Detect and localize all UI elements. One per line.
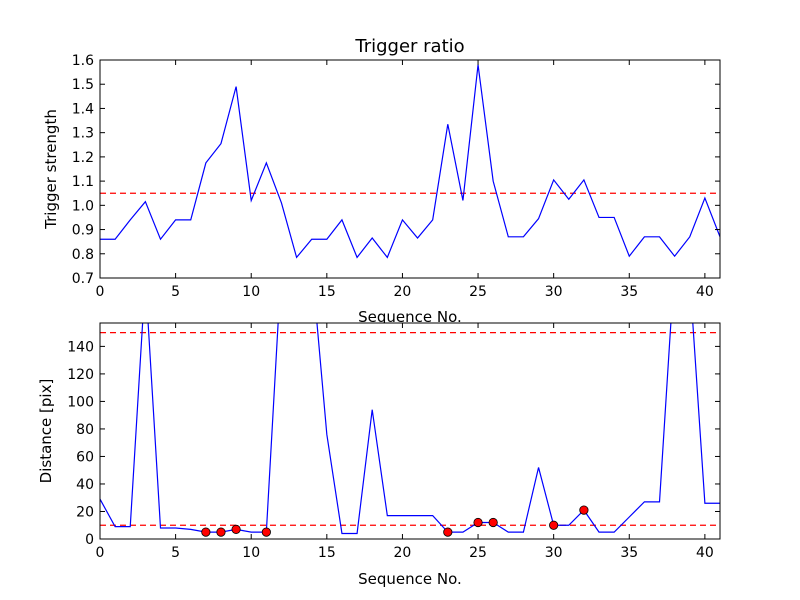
trigger-ratio-chart: 0 5 10 15 20 25 30 35 40 0.7 0.8 0.9 1.0 1.1 1.2 1.3 1.…	[42, 36, 721, 326]
marker-point	[201, 527, 211, 537]
y-tick-label: 1.6	[72, 53, 94, 69]
y-tick-label: 1.0	[72, 198, 94, 214]
y-tick-label: 0.8	[72, 247, 94, 263]
x-axis-label: Sequence No.	[358, 308, 462, 326]
y-tick-label: 1.3	[72, 126, 94, 142]
x-tick-label: 5	[171, 284, 180, 300]
chart-title: Trigger ratio	[354, 36, 464, 57]
x-tick-label: 15	[318, 284, 336, 300]
y-tick-label: 80	[76, 422, 94, 438]
x-tick-label: 0	[96, 545, 105, 561]
x-tick-label: 20	[394, 545, 412, 561]
y-tick-label: 140	[67, 339, 94, 355]
x-tick-label: 5	[171, 545, 180, 561]
y-tick-label: 120	[67, 367, 94, 383]
x-axis-label: Sequence No.	[358, 570, 462, 588]
marker-point	[443, 527, 453, 537]
y-axis-label: Distance [pix]	[37, 379, 55, 484]
x-tick-label: 35	[620, 545, 638, 561]
x-tick-label: 35	[620, 284, 638, 300]
marker-point	[488, 517, 498, 528]
y-tick-label: 1.2	[72, 150, 94, 166]
y-tick-label: 60	[76, 449, 94, 465]
y-tick-label: 1.4	[72, 101, 94, 117]
x-tick-label: 40	[696, 284, 714, 300]
y-tick-label: 40	[76, 477, 94, 493]
x-tick-label: 25	[469, 284, 487, 300]
marker-point	[473, 517, 483, 528]
plot-area	[100, 60, 720, 278]
x-tick-label: 15	[318, 545, 336, 561]
x-tick-label: 40	[696, 545, 714, 561]
x-tick-label: 30	[545, 545, 563, 561]
y-tick-label: 1.5	[72, 77, 94, 93]
y-tick-label: 20	[76, 504, 94, 520]
x-tick-label: 20	[394, 284, 412, 300]
plot-frame	[99, 59, 721, 279]
marker-point	[579, 505, 589, 515]
plot-frame	[99, 322, 721, 540]
y-tick-label: 100	[67, 394, 94, 410]
marker-point	[231, 524, 241, 534]
y-tick-label: 0.7	[72, 271, 94, 287]
x-tick-label: 30	[545, 284, 563, 300]
x-tick-label: 10	[242, 545, 260, 561]
y-tick-label: 0	[85, 532, 94, 548]
plot-area	[100, 323, 720, 539]
x-tick-label: 10	[242, 284, 260, 300]
x-tick-label: 25	[469, 545, 487, 561]
marker-point	[261, 527, 271, 537]
y-tick-label: 1.1	[72, 174, 94, 190]
x-tick-label: 0	[96, 284, 105, 300]
y-axis-label: Trigger strength	[42, 109, 60, 230]
y-tick-label: 0.9	[72, 223, 94, 239]
marker-point	[549, 520, 559, 530]
marker-point	[216, 527, 226, 537]
distance-chart: 0 5 10 15 20 25 30 35 40 0 20 40 60 80 100 120 140 Sequ…	[37, 322, 721, 588]
series-line	[100, 64, 720, 259]
